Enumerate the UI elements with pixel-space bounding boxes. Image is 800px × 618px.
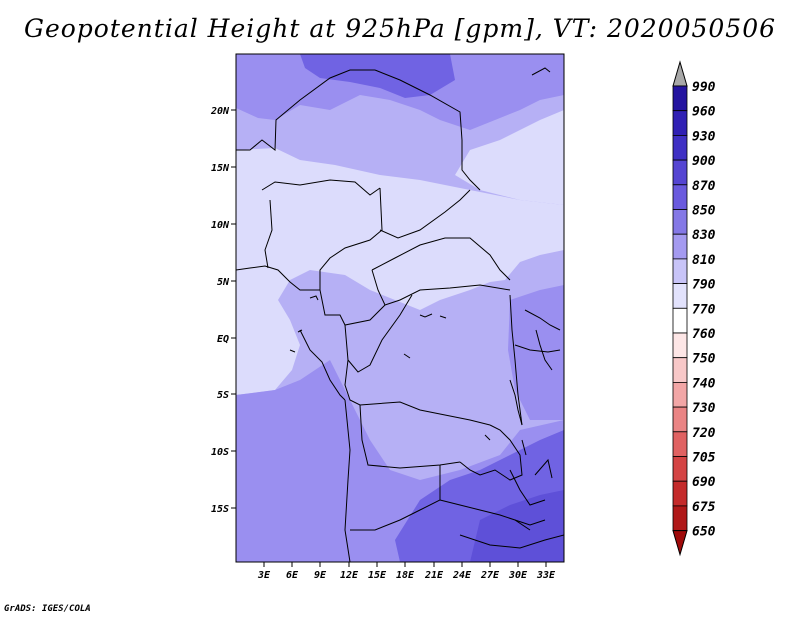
colorbar-level-label: 705 [692,451,716,466]
map-frame [235,53,565,563]
colorbar-swatch [672,406,688,433]
country-borders [236,67,564,562]
colorbar-swatch [672,209,688,235]
colorbar-swatch [672,134,688,161]
colorbar-swatch [672,184,688,210]
lat-tick-label: 5S [217,390,229,401]
colorbar-swatch [672,159,688,186]
map-title: Geopotential Height at 925hPa [gpm], VT:… [23,14,777,43]
lon-tick-label: 21E [424,570,444,581]
grads-credit: GrADS: IGES/COLA [4,604,91,614]
colorbar-level-label: 900 [692,154,716,169]
lat-tick-label: 5N [217,277,230,288]
colorbar-swatch [672,110,688,136]
lon-tick-label: 6E [286,570,299,581]
lat-tick-label: 20N [210,106,230,117]
colorbar-level-label: 930 [692,129,716,144]
colorbar-swatch [672,307,688,334]
colorbar-level-label: 650 [692,525,716,540]
colorbar-swatch [672,381,688,408]
field-pale-ne [455,110,564,205]
field-darkest-north [300,54,455,98]
lon-tick-label: 33E [536,570,556,581]
colorbar-level-label: 760 [692,327,716,342]
colorbar-swatch [672,85,688,112]
colorbar-swatch [672,505,688,531]
lon-tick-label: 12E [340,570,359,581]
colorbar-swatch [672,480,688,507]
colorbar-swatch [672,456,688,482]
colorbar-level-label: 960 [692,105,716,120]
colorbar-level-label: 850 [692,204,716,219]
colorbar-level-label: 830 [692,228,716,243]
colorbar-level-label: 740 [692,376,716,391]
lon-tick-label: 30E [508,570,528,581]
lat-tick-label: 15S [211,504,229,515]
colorbar-swatch [672,332,688,359]
colorbar-level-label: 790 [692,278,716,293]
lon-tick-label: 3E [257,570,271,581]
lon-tick-label: 9E [314,570,327,581]
lat-tick-label: 10N [211,220,230,231]
colorbar-swatch [672,431,688,457]
colorbar-level-label: 770 [692,302,716,317]
colorbar-swatch [672,357,688,383]
field-pale-north [236,148,564,395]
colorbar-swatch [672,258,688,284]
colorbar-swatch [672,233,688,260]
colorbar-level-label: 675 [692,500,716,515]
colorbar-level-label: 990 [692,80,716,95]
field-darkest-se [470,490,564,562]
lat-tick-label: 10S [211,447,229,458]
field-dark-east [508,285,564,420]
height-field [236,54,564,562]
colorbar-level-label: 750 [692,352,716,367]
lon-tick-label: 27E [480,570,500,581]
colorbar: 990 960 930 900 870 850 830 810 790 770 760 750 740 7… [672,60,716,557]
lon-tick-label: 18E [396,570,415,581]
colorbar-cap-top [672,60,688,87]
colorbar-cap-bottom [672,530,688,557]
colorbar-level-label: 810 [692,253,716,268]
colorbar-level-label: 690 [692,475,716,490]
lat-axis: 20N 15N 10N 5N EQ 5S 10S 15S [210,106,236,515]
colorbar-level-label: 720 [692,426,716,441]
lat-tick-label: EQ [217,334,229,345]
lon-axis: 3E 6E 9E 12E 15E 18E 21E 24E 27E 30E 33E [257,562,556,581]
lon-tick-label: 15E [368,570,387,581]
colorbar-level-label: 730 [692,401,716,416]
colorbar-level-label: 870 [692,179,716,194]
lon-tick-label: 24E [452,570,472,581]
colorbar-swatch [672,283,688,309]
lat-tick-label: 15N [211,163,230,174]
